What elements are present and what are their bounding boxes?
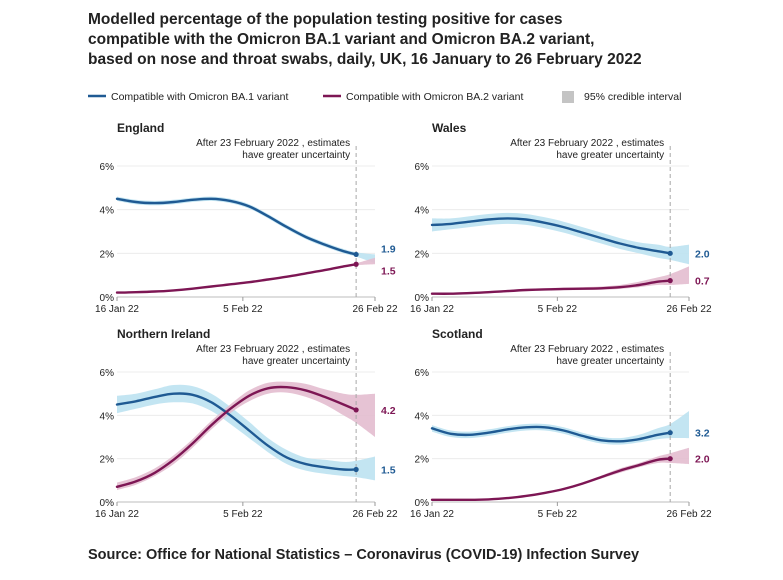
ba1-series-line — [430, 217, 672, 255]
x-tick-label: 5 Feb 22 — [223, 509, 263, 520]
x-tick-label: 16 Jan 22 — [95, 509, 139, 520]
ba2-end-label: 2.0 — [695, 454, 710, 466]
annotation-text: have greater uncertainty — [242, 356, 350, 367]
panel-title: Scotland — [432, 327, 483, 341]
ba2-series-line — [115, 263, 358, 294]
ba2-end-label: 0.7 — [695, 276, 710, 288]
y-tick-label: 6% — [100, 368, 115, 379]
ba2-series-line — [430, 279, 672, 295]
legend-label-ba1: Compatible with Omicron BA.1 variant — [111, 91, 288, 103]
x-tick-label: 16 Jan 22 — [95, 304, 139, 315]
x-tick-label: 26 Feb 22 — [352, 304, 397, 315]
ba1-end-point — [667, 430, 673, 436]
ba1-credible-interval-band — [432, 212, 689, 265]
annotation-text: After 23 February 2022 , estimates — [510, 344, 664, 355]
x-tick-label: 5 Feb 22 — [538, 304, 578, 315]
ba1-end-point — [353, 251, 359, 258]
x-tick-label: 5 Feb 22 — [538, 509, 578, 520]
ba2-series-line — [430, 457, 672, 502]
annotation-text: have greater uncertainty — [556, 356, 664, 367]
ba2-credible-interval-band — [117, 257, 375, 294]
chart-title-line: Modelled percentage of the population te… — [88, 11, 563, 28]
annotation-text: have greater uncertainty — [556, 150, 664, 161]
panel-title: England — [117, 121, 164, 135]
chart-title-line: based on nose and throat swabs, daily, U… — [88, 51, 642, 68]
ba2-end-label: 1.5 — [381, 265, 396, 277]
ba1-end-point — [353, 466, 359, 473]
ba1-series-line — [430, 425, 672, 443]
ba1-end-label: 1.9 — [381, 243, 396, 255]
x-tick-label: 16 Jan 22 — [410, 304, 454, 315]
x-tick-label: 26 Feb 22 — [666, 304, 711, 315]
ba2-end-point — [353, 407, 359, 413]
y-tick-label: 0% — [100, 293, 115, 304]
x-tick-label: 5 Feb 22 — [223, 304, 263, 315]
legend-label-ci: 95% credible interval — [584, 91, 681, 103]
y-tick-label: 4% — [415, 206, 430, 217]
ba2-series-line — [115, 385, 358, 488]
panel-title: Northern Ireland — [117, 327, 210, 341]
x-tick-label: 16 Jan 22 — [410, 509, 454, 520]
y-tick-label: 2% — [415, 455, 430, 466]
y-tick-label: 0% — [415, 293, 430, 304]
y-tick-label: 2% — [100, 249, 115, 260]
chart-title: Modelled percentage of the population te… — [88, 10, 768, 70]
ba1-series-line — [115, 197, 358, 256]
annotation-text: After 23 February 2022 , estimates — [196, 344, 350, 355]
ba2-end-point — [353, 261, 359, 267]
y-tick-label: 6% — [100, 162, 115, 173]
ba2-end-label: 4.2 — [381, 405, 396, 417]
x-tick-label: 26 Feb 22 — [666, 509, 711, 520]
y-tick-label: 2% — [100, 455, 115, 466]
annotation-text: After 23 February 2022 , estimates — [196, 138, 350, 149]
panel-title: Wales — [432, 121, 467, 135]
annotation-text: have greater uncertainty — [242, 150, 350, 161]
ba2-end-point — [667, 278, 673, 284]
y-tick-label: 2% — [415, 249, 430, 260]
annotation-text: After 23 February 2022 , estimates — [510, 138, 664, 149]
x-tick-label: 26 Feb 22 — [352, 509, 397, 520]
y-tick-label: 0% — [415, 498, 430, 509]
ba1-series-line — [115, 392, 358, 471]
ba1-end-point — [667, 250, 673, 256]
y-tick-label: 4% — [100, 411, 115, 422]
ba2-credible-interval-band — [432, 266, 689, 295]
ba1-end-label: 1.5 — [381, 465, 396, 477]
ba2-credible-interval-band — [432, 447, 689, 501]
y-tick-label: 6% — [415, 162, 430, 173]
legend-swatch-ci — [562, 91, 574, 103]
ba1-end-label: 2.0 — [695, 248, 710, 260]
y-tick-label: 4% — [100, 206, 115, 217]
source-note: Source: Office for National Statistics –… — [88, 547, 640, 563]
ba2-end-point — [667, 456, 673, 462]
legend-label-ba2: Compatible with Omicron BA.2 variant — [346, 91, 523, 103]
ba1-end-label: 3.2 — [695, 428, 710, 440]
y-tick-label: 0% — [100, 498, 115, 509]
ba1-credible-interval-band — [432, 411, 689, 445]
chart-title-line: compatible with the Omicron BA.1 variant… — [88, 31, 595, 48]
y-tick-label: 4% — [415, 411, 430, 422]
small-multiples-chart: Compatible with Omicron BA.1 variant Comp… — [88, 91, 712, 520]
ba1-credible-interval-band — [117, 384, 375, 481]
y-tick-label: 6% — [415, 368, 430, 379]
